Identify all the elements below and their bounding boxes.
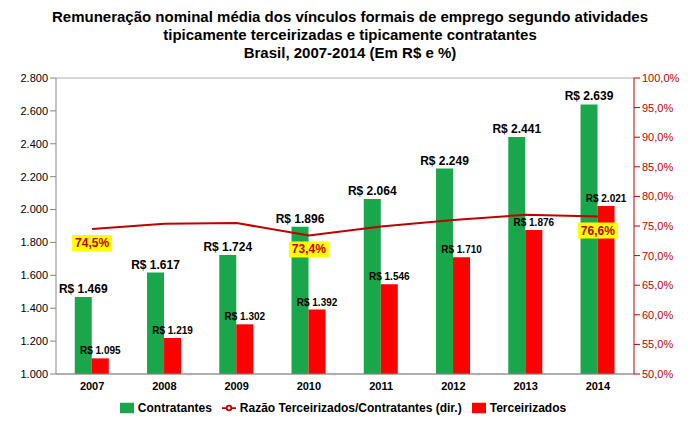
html-text:Brasil, 2007-2014 (Em R$ e %): Brasil, 2007-2014 (Em R$ e %) [243,44,457,61]
svg-text:100,0%: 100,0% [642,72,680,84]
svg-text:65,0%: 65,0% [642,279,673,291]
svg-text:2.000: 2.000 [20,203,48,215]
svg-text:50,0%: 50,0% [642,368,673,380]
svg-text:R$ 2.249: R$ 2.249 [420,154,469,168]
svg-text:2012: 2012 [441,380,465,392]
svg-text:70,0%: 70,0% [642,250,673,262]
svg-text:1.000: 1.000 [20,368,48,380]
svg-text:95,0%: 95,0% [642,102,673,114]
svg-text:R$ 1.095: R$ 1.095 [80,345,121,356]
svg-text:75,0%: 75,0% [642,220,673,232]
svg-text:2007: 2007 [80,380,104,392]
svg-text:R$ 1.219: R$ 1.219 [152,325,193,336]
svg-text:73,4%: 73,4% [292,242,326,256]
svg-text:2.600: 2.600 [20,105,48,117]
svg-text:R$ 1.469: R$ 1.469 [59,282,108,296]
svg-text:60,0%: 60,0% [642,309,673,321]
svg-text:R$ 1.724: R$ 1.724 [203,240,252,254]
svg-text:R$ 1.546: R$ 1.546 [369,271,410,282]
svg-text:2008: 2008 [152,380,176,392]
svg-text:85,0%: 85,0% [642,161,673,173]
svg-text:R$ 2.639: R$ 2.639 [565,89,614,103]
svg-text:R$ 1.302: R$ 1.302 [224,311,265,322]
svg-text:R$ 1.876: R$ 1.876 [513,217,554,228]
svg-text:76,6%: 76,6% [581,224,615,238]
svg-text:2.200: 2.200 [20,171,48,183]
svg-text:R$ 1.617: R$ 1.617 [131,258,180,272]
svg-text:R$ 1.896: R$ 1.896 [276,212,325,226]
svg-text:2.400: 2.400 [20,138,48,150]
svg-text:1.600: 1.600 [20,269,48,281]
svg-text:1.200: 1.200 [20,335,48,347]
html-text:Terceirizados: Terceirizados [489,401,567,415]
svg-text:55,0%: 55,0% [642,338,673,350]
svg-text:80,0%: 80,0% [642,190,673,202]
html-text:Contratantes: Contratantes [137,401,212,415]
svg-text:R$ 2.021: R$ 2.021 [586,193,627,204]
svg-text:2.800: 2.800 [20,72,48,84]
svg-text:2013: 2013 [513,380,537,392]
svg-text:90,0%: 90,0% [642,131,673,143]
svg-text:R$ 2.064: R$ 2.064 [348,184,397,198]
svg-text:R$ 1.392: R$ 1.392 [297,297,338,308]
svg-text:74,5%: 74,5% [75,236,109,250]
svg-text:2009: 2009 [224,380,248,392]
svg-text:2014: 2014 [586,380,611,392]
html-text:Remuneração nominal média dos: Remuneração nominal média dos vínculos f… [52,8,648,43]
svg-text:1.800: 1.800 [20,236,48,248]
html-text:Razão Terceirizados/Contratant: Razão Terceirizados/Contratantes (dir.) [239,401,462,415]
svg-text:2011: 2011 [369,380,393,392]
svg-text:1.400: 1.400 [20,302,48,314]
svg-text:R$ 1.710: R$ 1.710 [441,244,482,255]
svg-text:R$ 2.441: R$ 2.441 [492,122,541,136]
svg-text:2010: 2010 [297,380,321,392]
